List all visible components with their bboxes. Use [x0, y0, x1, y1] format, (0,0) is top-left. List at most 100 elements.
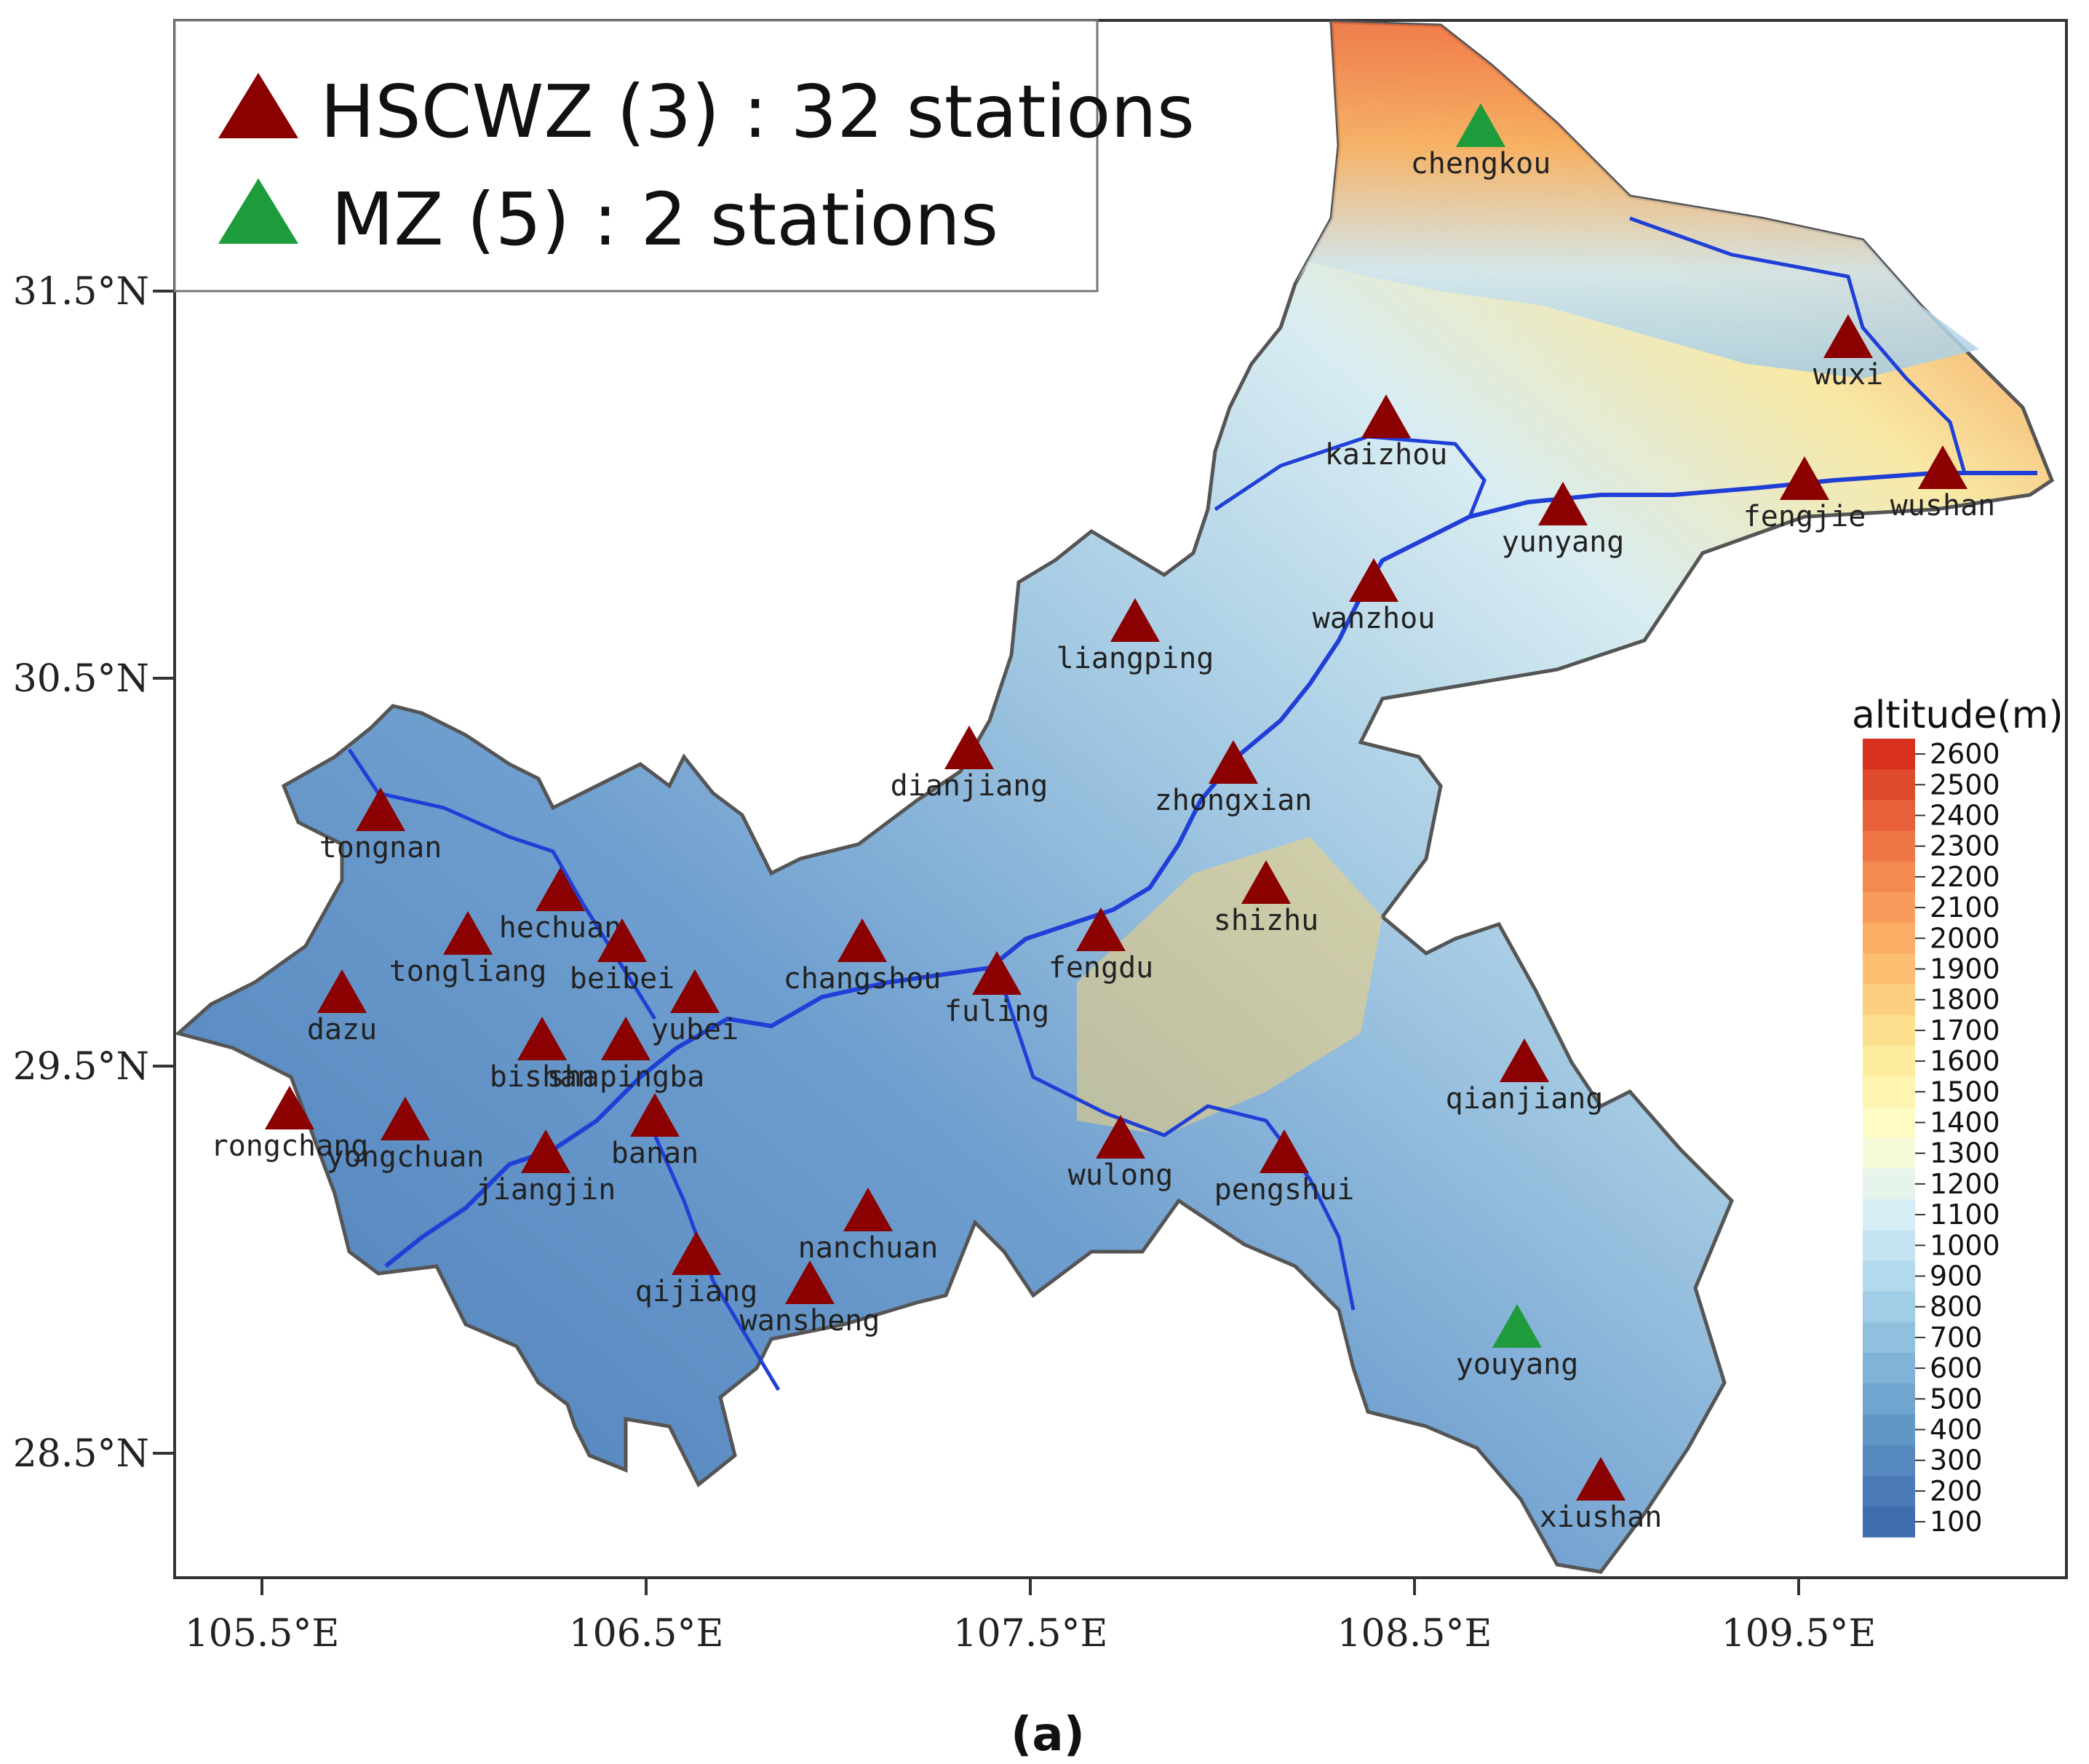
station-marker-wulong — [1096, 1115, 1145, 1159]
station-marker-dazu — [317, 969, 367, 1013]
yangtze-river — [384, 471, 2037, 1268]
lon-tick-label: 107.5°E — [953, 1612, 1108, 1656]
terrain-north-high — [1295, 22, 1979, 378]
station-label-chengkou: chengkou — [1411, 147, 1551, 180]
station-marker-qijiang — [672, 1231, 721, 1275]
station-marker-rongchang — [265, 1086, 314, 1129]
colorbar-level-label: 700 — [1930, 1322, 1983, 1354]
lat-axis: 31.5°N 30.5°N 29.5°N 28.5°N — [13, 270, 175, 1476]
station-label-dianjiang: dianjiang — [891, 769, 1049, 803]
station-marker-fengjie — [1780, 456, 1829, 500]
station-marker-xiushan — [1576, 1457, 1626, 1501]
station-label-jiangjin: jiangjin — [476, 1173, 616, 1207]
legend-box — [173, 19, 1099, 293]
station-label-nanchuan: nanchuan — [798, 1231, 939, 1265]
lat-tick-label: 30.5°N — [13, 657, 149, 701]
station-marker-wuxi — [1823, 314, 1873, 358]
colorbar-swatch — [1863, 769, 1915, 800]
colorbar-swatch — [1863, 1199, 1915, 1231]
colorbar-level-label: 600 — [1930, 1352, 1983, 1384]
wujiang-river — [995, 967, 1356, 1311]
station-marker-yongchuan — [381, 1097, 430, 1140]
figure-caption: (a) — [1011, 1708, 1085, 1762]
station-label-fengdu: fengdu — [1049, 951, 1154, 985]
colorbar-swatch — [1863, 1414, 1915, 1446]
colorbar-swatch — [1863, 1076, 1915, 1108]
station-label-bishan: bishan — [490, 1060, 595, 1094]
colorbar-swatch — [1863, 800, 1915, 832]
lon-tick-label: 109.5°E — [1722, 1612, 1877, 1656]
station-marker-wansheng — [785, 1260, 835, 1304]
colorbar-swatch — [1863, 984, 1915, 1016]
daning-river — [1629, 216, 1967, 474]
colorbar-level-label: 1700 — [1930, 1014, 2000, 1046]
station-label-yongchuan: yongchuan — [327, 1140, 485, 1174]
station-label-beibei: beibei — [570, 962, 675, 996]
station-label-wanzhou: wanzhou — [1313, 602, 1436, 635]
colorbar-swatch — [1863, 1291, 1915, 1323]
station-label-dazu: dazu — [307, 1013, 377, 1046]
colorbar-level-label: 1400 — [1930, 1107, 2000, 1139]
legend: HSCWZ (3) : 32 stations MZ (5) : 2 stati… — [173, 19, 1195, 293]
colorbar-swatch — [1863, 923, 1915, 954]
colorbar-level-label: 300 — [1930, 1445, 1983, 1477]
station-marker-bishan — [517, 1017, 567, 1060]
station-marker-chengkou — [1456, 103, 1505, 147]
colorbar-swatch — [1863, 892, 1915, 923]
station-marker-jiangjin — [521, 1129, 570, 1173]
station-marker-dianjiang — [944, 726, 994, 769]
station-marker-tongliang — [443, 911, 493, 955]
station-label-hechuan: hechuan — [499, 911, 622, 945]
colorbar-swatch — [1863, 1046, 1915, 1077]
station-label-tongliang: tongliang — [389, 955, 547, 988]
colorbar-swatch — [1863, 739, 1915, 770]
station-marker-shizhu — [1241, 860, 1291, 904]
region-chongqing — [174, 20, 2055, 1574]
station-label-wushan: wushan — [1890, 489, 1996, 523]
station-marker-hechuan — [536, 867, 585, 911]
station-label-qianjiang: qianjiang — [1446, 1082, 1604, 1116]
colorbar-level-label: 1200 — [1930, 1168, 2000, 1200]
station-label-kaizhou: kaizhou — [1325, 438, 1448, 472]
station-marker-liangping — [1110, 598, 1160, 642]
colorbar-swatch — [1863, 1383, 1915, 1415]
station-marker-banan — [630, 1093, 680, 1137]
stations-layer: chengkou wuxi kaizhou wushan fengjie yunyang w… — [211, 103, 1996, 1534]
station-label-wuxi: wuxi — [1813, 358, 1883, 392]
station-label-yunyang: yunyang — [1502, 525, 1625, 559]
station-label-tongnan: tongnan — [319, 831, 442, 865]
colorbar-level-label: 2600 — [1930, 738, 2000, 770]
station-marker-youyang — [1492, 1304, 1542, 1348]
station-label-rongchang: rongchang — [211, 1129, 369, 1163]
colorbar-swatch — [1863, 1137, 1915, 1169]
colorbar-level-label: 2200 — [1930, 861, 2000, 893]
station-marker-fengdu — [1076, 907, 1126, 951]
station-label-qijiang: qijiang — [635, 1275, 758, 1308]
colorbar-swatch — [1863, 1107, 1915, 1139]
colorbar: altitude(m) 2600250024002300220021002000… — [1852, 694, 2064, 1538]
station-marker-yunyang — [1538, 482, 1588, 525]
station-label-zhongxian: zhongxian — [1155, 784, 1313, 817]
station-marker-changshou — [837, 918, 887, 962]
colorbar-swatch — [1863, 861, 1915, 893]
station-marker-beibei — [597, 918, 647, 962]
colorbar-level-label: 200 — [1930, 1475, 1983, 1507]
station-marker-yubei — [670, 969, 720, 1013]
lon-tick-label: 105.5°E — [185, 1612, 340, 1656]
xiaojiang-river — [1214, 434, 1487, 517]
colorbar-level-label: 500 — [1930, 1383, 1983, 1415]
colorbar-level-label: 1100 — [1930, 1199, 2000, 1231]
lon-tick-label: 106.5°E — [569, 1612, 724, 1656]
colorbar-level-label: 800 — [1930, 1291, 1983, 1323]
station-label-wulong: wulong — [1068, 1159, 1174, 1192]
colorbar-level-label: 2000 — [1930, 922, 2000, 954]
colorbar-level-label: 1500 — [1930, 1076, 2000, 1108]
colorbar-level-label: 400 — [1930, 1414, 1983, 1446]
qijiang-river — [653, 1134, 781, 1391]
station-label-youyang: youyang — [1456, 1348, 1579, 1381]
colorbar-swatch — [1863, 1014, 1915, 1046]
colorbar-swatch — [1863, 1506, 1915, 1538]
colorbar-swatch — [1863, 953, 1915, 985]
station-label-fengjie: fengjie — [1743, 500, 1866, 533]
lat-tick-label: 29.5°N — [13, 1045, 149, 1089]
